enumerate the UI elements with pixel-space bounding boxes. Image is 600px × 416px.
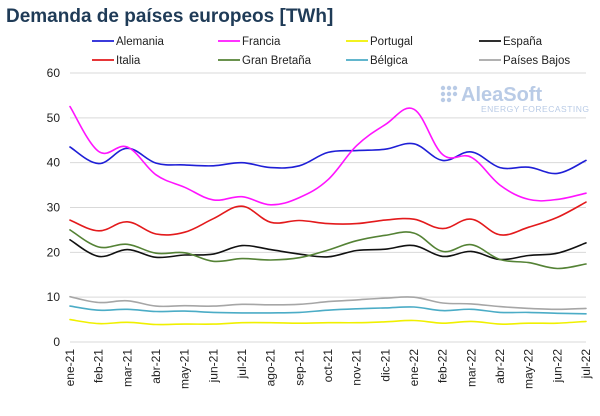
- series-line-belgica: [69, 305, 587, 315]
- legend-label-alemania: Alemania: [116, 36, 165, 48]
- x-tick-label: ene-21: [63, 349, 77, 387]
- y-axis-ticks: 0 10 20 30 40 50 60: [47, 66, 61, 349]
- x-tick-label: sep-21: [292, 349, 306, 386]
- aleasoft-watermark: AleaSoft ENERGY FORECASTING: [440, 84, 590, 114]
- y-tick-label: 30: [47, 201, 61, 215]
- x-tick-label: jul-21: [235, 349, 249, 380]
- legend-label-francia: Francia: [242, 36, 281, 48]
- series-line-gran-bretana: [69, 229, 587, 270]
- watermark-tagline: ENERGY FORECASTING: [481, 104, 590, 114]
- y-tick-label: 50: [47, 111, 61, 125]
- x-tick-label: abr-21: [149, 349, 163, 384]
- legend-label-belgica: Bélgica: [370, 55, 408, 67]
- x-tick-label: jul-22: [579, 349, 593, 380]
- series-line-italia: [69, 201, 587, 236]
- aleasoft-logo-icon: [440, 85, 458, 103]
- x-tick-label: jun-21: [206, 349, 220, 384]
- legend-label-paises-bajos: Países Bajos: [503, 55, 570, 67]
- legend-label-italia: Italia: [116, 55, 141, 67]
- watermark-brand: AleaSoft: [461, 84, 542, 106]
- x-tick-label: oct-21: [321, 349, 335, 383]
- series-line-portugal: [69, 318, 587, 326]
- y-tick-label: 20: [47, 245, 61, 259]
- x-tick-label: abr-22: [493, 349, 507, 384]
- legend: Alemania Francia Portugal España Italia Gran …: [92, 36, 570, 67]
- chart-title: Demanda de países europeos [TWh]: [6, 6, 333, 27]
- series-line-alemania: [69, 142, 587, 175]
- x-tick-label: dic-21: [378, 349, 392, 382]
- x-tick-label: jun-22: [550, 349, 564, 384]
- x-tick-label: feb-21: [92, 349, 106, 383]
- x-tick-label: ago-21: [264, 349, 278, 387]
- series-line-francia: [69, 105, 587, 206]
- y-tick-label: 10: [47, 290, 61, 304]
- x-tick-label: feb-22: [436, 349, 450, 383]
- y-tick-label: 40: [47, 156, 61, 170]
- y-tick-label: 0: [53, 335, 60, 349]
- legend-label-portugal: Portugal: [370, 36, 413, 48]
- x-tick-label: mar-21: [120, 349, 134, 387]
- x-tick-label: ene-22: [407, 349, 421, 387]
- series-line-paises-bajos: [69, 295, 587, 311]
- legend-label-gran-bretana: Gran Bretaña: [242, 55, 312, 67]
- x-tick-label: may-22: [522, 349, 536, 389]
- legend-label-espana: España: [503, 36, 543, 48]
- x-tick-label: mar-22: [464, 349, 478, 387]
- gridlines: [70, 72, 586, 343]
- x-tick-label: nov-21: [350, 349, 364, 386]
- series-lines: [69, 105, 587, 326]
- x-tick-label: may-21: [178, 349, 192, 389]
- y-tick-label: 60: [47, 66, 61, 80]
- x-axis-ticks: ene-21 feb-21 mar-21 abr-21 may-21 jun-21 jul-…: [63, 349, 593, 389]
